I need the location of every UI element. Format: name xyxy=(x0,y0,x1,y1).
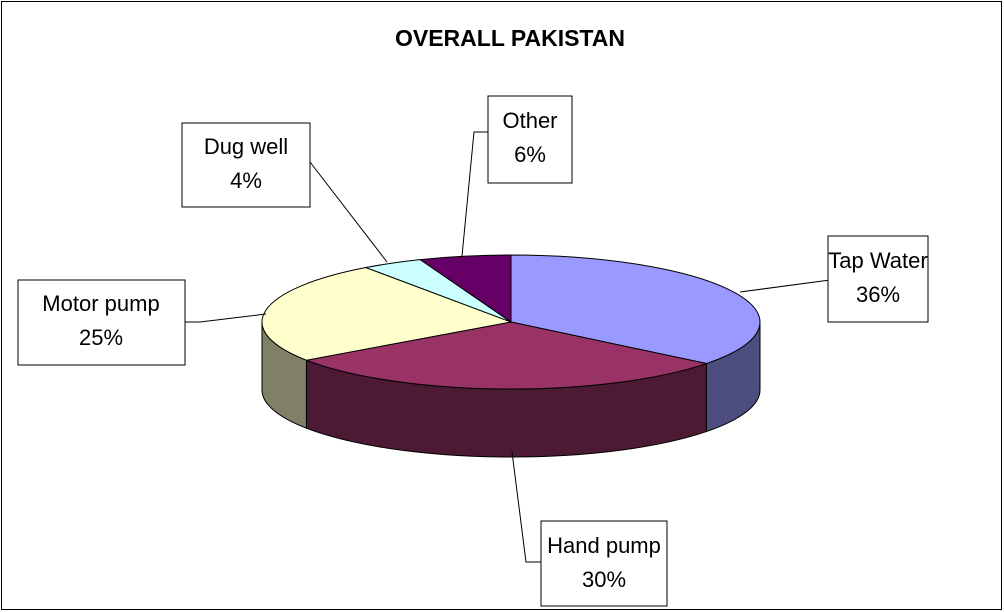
label-box xyxy=(827,235,929,323)
leader-lines xyxy=(185,131,831,563)
slice-value-label: 4% xyxy=(230,168,262,193)
leader-line xyxy=(461,131,488,257)
slice-value-label: 25% xyxy=(79,325,123,350)
label-box xyxy=(17,279,186,366)
pie xyxy=(261,254,761,458)
slice-value-label: 36% xyxy=(856,282,900,307)
slice-label: Tap Water xyxy=(828,248,927,273)
slice-label: Dug well xyxy=(204,134,288,159)
label-boxes: Tap Water 36% Hand pump 30% Motor pump 2… xyxy=(17,95,929,607)
leader-line xyxy=(185,313,267,323)
slice-label: Other xyxy=(502,108,557,133)
label-box xyxy=(487,95,573,184)
slice-label: Motor pump xyxy=(42,291,159,316)
leader-line xyxy=(511,451,541,563)
slice-label: Hand pump xyxy=(547,533,661,558)
slice-value-label: 30% xyxy=(582,567,626,592)
leader-line xyxy=(309,161,388,263)
label-box xyxy=(540,520,668,607)
pie-slice xyxy=(510,254,761,365)
pie-slice xyxy=(418,254,512,323)
pie-slice xyxy=(261,267,513,361)
label-box xyxy=(181,122,311,208)
pie-slice xyxy=(304,321,709,390)
chart-title: OVERALL PAKISTAN xyxy=(395,25,625,51)
slice-value-label: 6% xyxy=(514,142,546,167)
leader-line xyxy=(739,279,831,293)
